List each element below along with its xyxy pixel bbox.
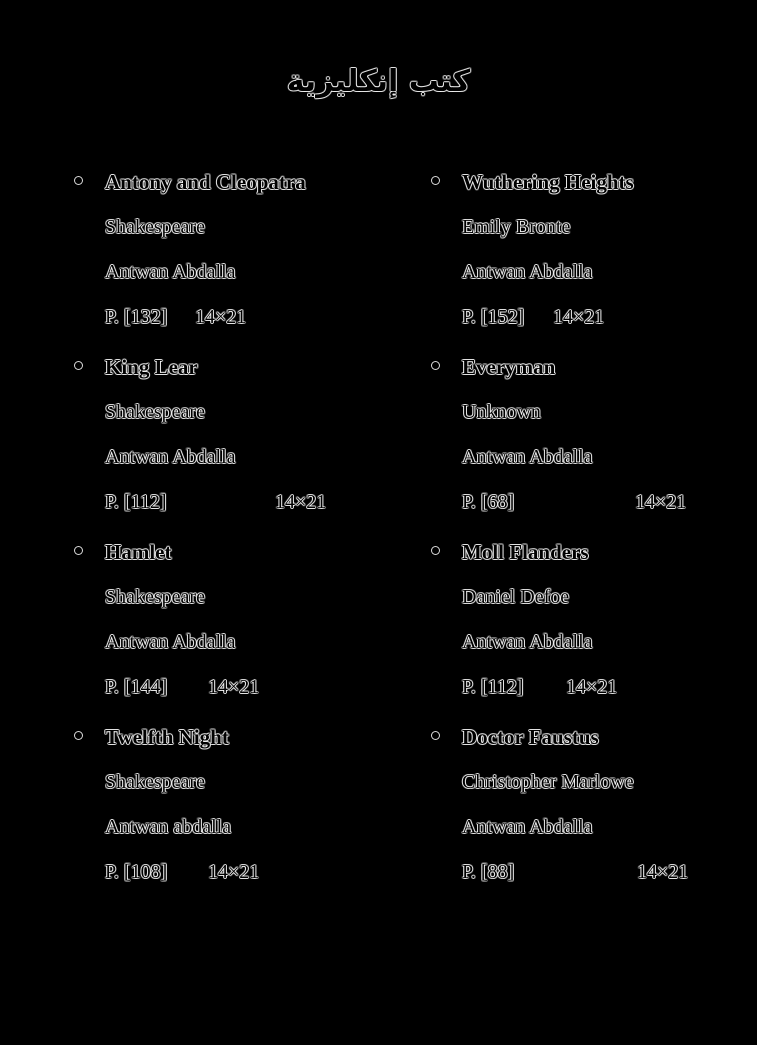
bullet-icon: [431, 546, 440, 555]
book-author: Shakespeare: [105, 771, 205, 793]
book-pages-line: P. [144] 14×21: [105, 665, 445, 710]
book-translator-line: Antwan Abdalla: [105, 620, 445, 665]
book-title-line: Doctor Faustus: [431, 715, 757, 760]
book-size: 14×21: [275, 491, 327, 513]
book-size: 14×21: [637, 861, 689, 883]
book-title: Doctor Faustus: [462, 725, 599, 749]
book-pages-line: P. [112] 14×21: [105, 480, 445, 525]
book-title-line: Antony and Cleopatra: [74, 160, 445, 205]
book-translator-line: Antwan Abdalla: [462, 620, 757, 665]
book-pages-line: P. [132] 14×21: [105, 295, 445, 340]
book-translator: Antwan Abdalla: [462, 631, 593, 653]
book-author-line: Shakespeare: [105, 760, 445, 805]
page-title: كتب إنكليزية: [286, 64, 471, 99]
book-entry: Twelfth Night Shakespeare Antwan abdalla…: [74, 715, 445, 895]
book-translator: Antwan Abdalla: [105, 261, 236, 283]
book-entry: Moll Flanders Daniel Defoe Antwan Abdall…: [431, 530, 757, 710]
book-translator: Antwan Abdalla: [462, 816, 593, 838]
book-pages-line: P. [68] 14×21: [462, 480, 757, 525]
book-title-line: Everyman: [431, 345, 757, 390]
book-entry: Wuthering Heights Emily Bronte Antwan Ab…: [431, 160, 757, 340]
book-author: Unknown: [462, 401, 541, 423]
book-title: Wuthering Heights: [462, 170, 634, 194]
book-title: Twelfth Night: [105, 725, 229, 749]
book-size: 14×21: [208, 676, 260, 698]
book-pages-line: P. [88] 14×21: [462, 850, 757, 895]
book-pages: P. [132]: [105, 306, 168, 328]
book-pages: P. [152]: [462, 306, 525, 328]
book-entry: Antony and Cleopatra Shakespeare Antwan …: [74, 160, 445, 340]
book-title-line: Twelfth Night: [74, 715, 445, 760]
bullet-icon: [74, 361, 83, 370]
book-pages: P. [68]: [462, 491, 515, 513]
book-title-line: Wuthering Heights: [431, 160, 757, 205]
book-pages: P. [112]: [105, 491, 167, 513]
book-entry: King Lear Shakespeare Antwan Abdalla P. …: [74, 345, 445, 525]
book-translator: Antwan Abdalla: [462, 446, 593, 468]
book-translator-line: Antwan Abdalla: [462, 250, 757, 295]
bullet-icon: [74, 546, 83, 555]
book-entry: Doctor Faustus Christopher Marlowe Antwa…: [431, 715, 757, 895]
book-title: Hamlet: [105, 540, 172, 564]
book-author: Shakespeare: [105, 216, 205, 238]
book-size: 14×21: [208, 861, 260, 883]
book-author-line: Unknown: [462, 390, 757, 435]
book-author: Christopher Marlowe: [462, 771, 634, 793]
book-title-line: Moll Flanders: [431, 530, 757, 575]
book-translator: Antwan Abdalla: [462, 261, 593, 283]
book-author: Emily Bronte: [462, 216, 571, 238]
bullet-icon: [74, 731, 83, 740]
book-size: 14×21: [635, 491, 687, 513]
book-title: Moll Flanders: [462, 540, 589, 564]
bullet-icon: [431, 361, 440, 370]
book-author-line: Shakespeare: [105, 575, 445, 620]
bullet-icon: [431, 176, 440, 185]
book-translator: Antwan abdalla: [105, 816, 232, 838]
book-pages: P. [108]: [105, 861, 168, 883]
book-title: Everyman: [462, 355, 556, 379]
book-translator-line: Antwan Abdalla: [462, 435, 757, 480]
bullet-icon: [74, 176, 83, 185]
book-entry: Everyman Unknown Antwan Abdalla P. [68] …: [431, 345, 757, 525]
book-size: 14×21: [195, 306, 247, 328]
book-title: Antony and Cleopatra: [105, 170, 306, 194]
book-translator-line: Antwan Abdalla: [105, 435, 445, 480]
book-pages-line: P. [112] 14×21: [462, 665, 757, 710]
book-entry: Hamlet Shakespeare Antwan Abdalla P. [14…: [74, 530, 445, 710]
book-pages-line: P. [152] 14×21: [462, 295, 757, 340]
book-author-line: Shakespeare: [105, 205, 445, 250]
book-size: 14×21: [566, 676, 618, 698]
book-pages-line: P. [108] 14×21: [105, 850, 445, 895]
book-size: 14×21: [553, 306, 605, 328]
book-translator: Antwan Abdalla: [105, 631, 236, 653]
book-author-line: Emily Bronte: [462, 205, 757, 250]
book-title-line: Hamlet: [74, 530, 445, 575]
book-pages: P. [144]: [105, 676, 168, 698]
book-title-line: King Lear: [74, 345, 445, 390]
book-translator: Antwan Abdalla: [105, 446, 236, 468]
book-author: Shakespeare: [105, 401, 205, 423]
book-author: Shakespeare: [105, 586, 205, 608]
book-author: Daniel Defoe: [462, 586, 570, 608]
book-pages: P. [88]: [462, 861, 515, 883]
book-title: King Lear: [105, 355, 198, 379]
book-pages: P. [112]: [462, 676, 524, 698]
book-author-line: Shakespeare: [105, 390, 445, 435]
book-translator-line: Antwan Abdalla: [462, 805, 757, 850]
book-author-line: Christopher Marlowe: [462, 760, 757, 805]
bullet-icon: [431, 731, 440, 740]
book-translator-line: Antwan abdalla: [105, 805, 445, 850]
book-translator-line: Antwan Abdalla: [105, 250, 445, 295]
book-author-line: Daniel Defoe: [462, 575, 757, 620]
